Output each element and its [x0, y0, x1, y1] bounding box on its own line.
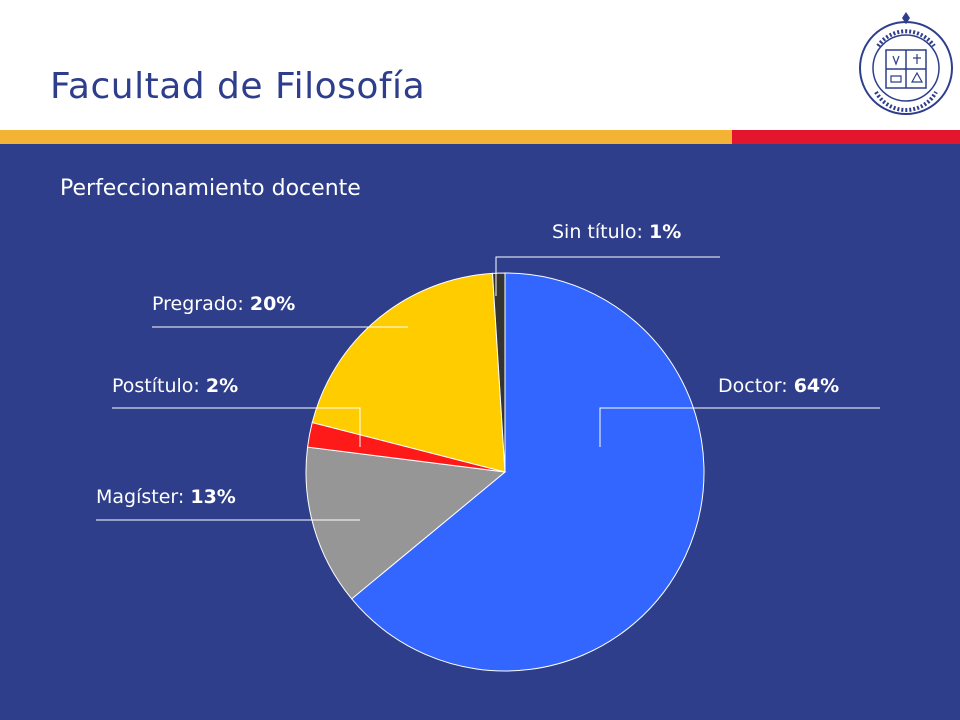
pie-slice-sin-titulo [491, 272, 506, 473]
slice-label-name: Sin título: [552, 221, 649, 243]
header: Facultad de Filosofía [0, 0, 960, 130]
slice-label-pregrado: Pregrado: 20% [152, 293, 295, 315]
slice-label-name: Doctor: [718, 375, 794, 397]
pie-slice-magister [305, 446, 507, 600]
slice-label-magister: Magíster: 13% [96, 486, 236, 508]
leader-line-doctor [599, 407, 880, 447]
leader-line-postitulo [112, 407, 361, 447]
slice-label-sin-titulo: Sin título: 1% [552, 221, 681, 243]
slice-label-value: 13% [190, 486, 235, 508]
university-seal-logo [859, 12, 953, 115]
slice-label-value: 64% [794, 375, 839, 397]
slice-label-value: 20% [250, 293, 295, 315]
slice-label-doctor: Doctor: 64% [718, 375, 839, 397]
slice-label-name: Postítulo: [112, 375, 206, 397]
page-title: Facultad de Filosofía [50, 66, 426, 107]
slice-label-name: Pregrado: [152, 293, 250, 315]
accent-band-yellow [0, 130, 732, 144]
accent-band-red [732, 130, 960, 144]
pie-slice-doctor [350, 272, 705, 672]
leader-line-sin-titulo [495, 256, 720, 296]
slide-subtitle: Perfeccionamiento docente [60, 176, 361, 201]
slice-label-name: Magíster: [96, 486, 190, 508]
slice-label-value: 2% [206, 375, 238, 397]
slice-label-value: 1% [649, 221, 681, 243]
slice-label-postitulo: Postítulo: 2% [112, 375, 238, 397]
